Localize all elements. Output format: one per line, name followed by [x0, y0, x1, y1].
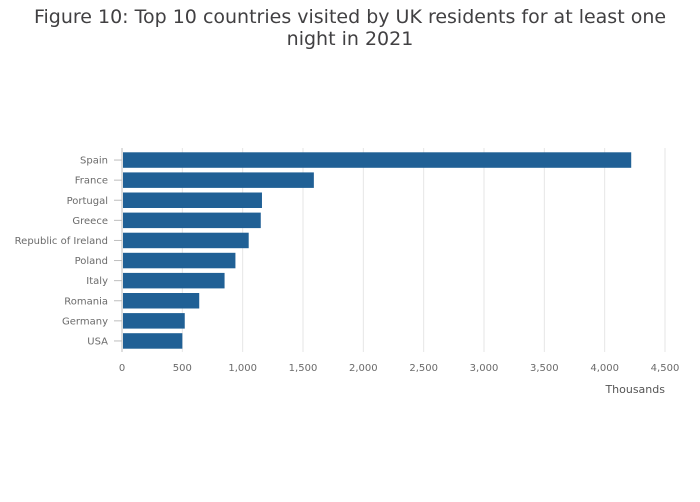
bar — [123, 313, 185, 329]
axes — [114, 148, 123, 352]
y-tick-label: Portugal — [67, 196, 108, 207]
y-tick-label: Germany — [62, 316, 108, 327]
bar — [123, 232, 249, 249]
x-tick-label: 1,500 — [289, 363, 318, 374]
x-tick-label: 0 — [119, 363, 125, 374]
x-tick-label: 500 — [173, 363, 192, 374]
bar — [123, 333, 183, 349]
y-tick-label: France — [75, 176, 108, 187]
x-tick-label: 2,000 — [349, 363, 378, 374]
x-tick-label: 3,000 — [470, 363, 499, 374]
y-tick-label: USA — [87, 336, 108, 347]
bar — [123, 212, 261, 229]
x-axis-title: Thousands — [604, 383, 665, 396]
x-tick-label: 2,500 — [409, 363, 438, 374]
y-tick-label: Poland — [75, 256, 108, 267]
bar — [123, 272, 225, 289]
x-tick-label: 3,500 — [530, 363, 559, 374]
x-tick-label: 1,000 — [228, 363, 257, 374]
bars — [123, 152, 632, 349]
bar — [123, 252, 236, 269]
y-tick-label: Spain — [80, 156, 108, 167]
x-tick-labels: 0 500 1,000 1,500 2,000 2,500 3,000 3,500 4,000 4… — [119, 363, 680, 374]
bar — [123, 152, 632, 168]
x-tick-label: 4,000 — [590, 363, 619, 374]
x-tick-label: 4,500 — [651, 363, 680, 374]
y-tick-label: Republic of Ireland — [15, 236, 108, 247]
y-tick-labels: Spain France Portugal Greece Republic of Ire… — [15, 156, 108, 348]
y-tick-label: Romania — [64, 296, 108, 307]
bar — [123, 192, 262, 208]
bar — [123, 172, 314, 188]
y-tick-label: Greece — [72, 216, 108, 227]
y-tick-label: Italy — [86, 276, 108, 287]
bar — [123, 293, 200, 309]
chart-title: Figure 10: Top 10 countries visited by U… — [33, 6, 667, 50]
